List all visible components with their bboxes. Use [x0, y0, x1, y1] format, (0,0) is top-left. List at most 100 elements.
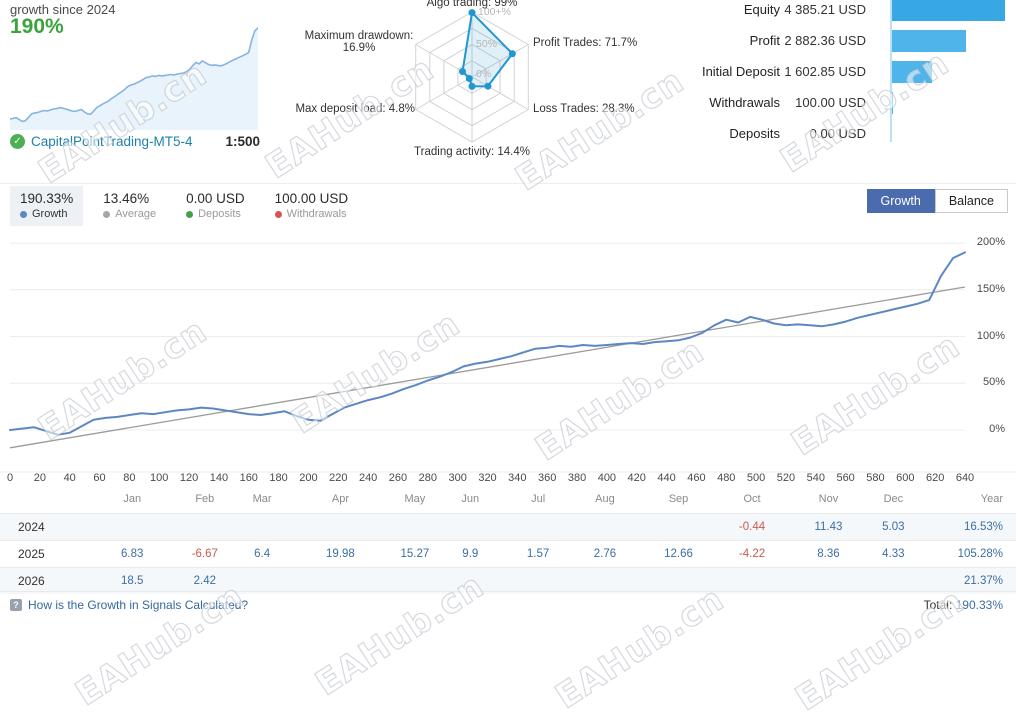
total-growth: Total: 190.33% — [924, 598, 1003, 612]
account-stat-bar-track — [890, 60, 1016, 83]
y-axis-label: 0% — [989, 423, 1005, 435]
help-link-text: How is the Growth in Signals Calculated? — [28, 598, 249, 612]
radar-label-loss-trades: Loss Trades: 28.3% — [533, 103, 635, 115]
account-stat-value: 100.00 USD — [795, 95, 866, 110]
summary-stat-label-text: Growth — [32, 208, 68, 220]
signal-radar-chart: Algo trading: 99% Profit Trades: 71.7% L… — [295, 0, 642, 170]
month-label: Jan — [123, 493, 142, 505]
table-cell: 4.33 — [882, 548, 905, 560]
balance-tab-button[interactable]: Balance — [934, 189, 1008, 213]
account-stat-label: Equity — [743, 2, 780, 17]
table-cell: -6.67 — [191, 548, 218, 560]
x-axis-tick: 400 — [597, 472, 617, 484]
monthly-growth-table: 2024 -0.44 11.43 5.03 16.53% 2025 6.83 -6.67 6.4… — [0, 513, 1016, 594]
radar-svg — [415, 9, 529, 143]
account-stat-label: Initial Deposit — [701, 64, 780, 79]
account-stat-row: Withdrawals 100.00 USD — [700, 87, 1016, 118]
summary-stat-deposits[interactable]: 0.00 USD Deposits — [176, 186, 255, 226]
x-axis-tick: 520 — [776, 472, 796, 484]
x-axis-tick: 600 — [896, 472, 915, 484]
x-axis-tick: 180 — [269, 472, 288, 484]
growth-percent-value: 190% — [10, 15, 64, 38]
x-axis-tick: 420 — [627, 472, 646, 484]
month-label: Apr — [331, 493, 349, 505]
account-stat-bar-track — [890, 0, 1016, 21]
x-axis-tick: 40 — [63, 472, 76, 484]
x-axis-tick: 540 — [806, 472, 825, 484]
account-stat-label: Withdrawals — [709, 95, 780, 110]
radar-ring-label-50: 50% — [476, 38, 498, 50]
x-axis-tick: 460 — [687, 472, 706, 484]
table-cell: 9.9 — [462, 548, 479, 560]
radar-ring-label-100: 100+% — [478, 6, 511, 18]
x-axis-tick: 640 — [955, 472, 975, 484]
account-stat-bar-track — [890, 91, 1016, 114]
signal-header: ✓ CapitalPointTrading-MT5-4 1:500 — [10, 134, 260, 149]
account-stat-label: Deposits — [729, 126, 780, 141]
table-cell: 6.4 — [254, 548, 271, 560]
table-cell: 19.98 — [326, 548, 355, 560]
table-row-2025: 2025 6.83 -6.67 6.4 19.98 15.27 9.9 1.57 2.76 12.… — [0, 540, 1016, 567]
account-stat-row: Equity 4 385.21 USD — [700, 0, 1016, 25]
month-label: Aug — [595, 493, 615, 505]
x-axis-tick: 20 — [33, 472, 46, 484]
y-axis-label: 100% — [976, 329, 1005, 342]
x-axis-tick: 0 — [6, 472, 14, 484]
verified-check-icon: ✓ — [10, 134, 25, 149]
growth-since-caption: growth since 2024 — [10, 2, 116, 17]
total-value: 190.33% — [955, 598, 1003, 612]
year-column-label: Year — [980, 493, 1003, 505]
month-label: Jul — [531, 493, 546, 505]
x-axis-tick: 220 — [329, 472, 348, 484]
x-axis-tick: 260 — [388, 472, 408, 484]
account-stats-panel: Equity 4 385.21 USD Profit 2 882.36 USD Init… — [700, 0, 1016, 149]
summary-stats-row: 190.33% Growth 13.46% Average 0.00 USD Deposi… — [10, 186, 358, 226]
account-stat-value: 0.00 USD — [809, 126, 866, 141]
table-year-label: 2024 — [18, 520, 45, 534]
table-cell: 2.76 — [593, 548, 617, 560]
x-axis-tick: 360 — [538, 472, 557, 484]
summary-stat-average[interactable]: 13.46% Average — [93, 186, 166, 226]
stat-dot-icon — [186, 210, 194, 218]
x-axis-tick: 380 — [567, 472, 587, 484]
stat-dot-icon — [274, 210, 282, 218]
summary-stat-label-text: Average — [115, 208, 157, 220]
table-cell: 2.42 — [193, 575, 217, 587]
table-year-total: 21.37% — [963, 575, 1003, 587]
table-cell: 6.83 — [121, 548, 144, 560]
signal-name-link[interactable]: CapitalPointTrading-MT5-4 — [31, 134, 193, 149]
radar-label-trading-activity: Trading activity: 14.4% — [414, 146, 530, 158]
help-question-icon: ? — [10, 599, 22, 611]
x-axis-tick: 500 — [746, 472, 766, 484]
summary-stat-growth[interactable]: 190.33% Growth — [10, 186, 84, 226]
growth-help-link[interactable]: ? How is the Growth in Signals Calculate… — [10, 598, 248, 612]
summary-stat-withdrawals[interactable]: 100.00 USD Withdrawals — [265, 186, 359, 226]
table-cell: 8.36 — [817, 548, 840, 560]
x-axis-tick: 60 — [93, 472, 106, 484]
month-label: Mar — [252, 493, 272, 505]
summary-stat-value: 0.00 USD — [186, 191, 245, 206]
table-row-2026: 2026 18.5 2.42 21.37% — [0, 567, 1016, 594]
table-cell: 5.03 — [882, 521, 905, 533]
summary-stat-label: Growth — [20, 208, 73, 220]
summary-stat-label-text: Deposits — [198, 208, 241, 220]
radar-ring-label-0: 0% — [476, 68, 492, 80]
x-axis-tick: 440 — [657, 472, 676, 484]
x-axis-tick: 580 — [866, 472, 885, 484]
growth-sparkline-chart — [10, 27, 258, 130]
account-stat-bar — [890, 29, 966, 52]
account-stat-row: Profit 2 882.36 USD — [700, 25, 1016, 56]
account-stat-value: 1 602.85 USD — [784, 64, 866, 79]
x-axis-tick: 80 — [123, 472, 136, 484]
account-stat-bar — [890, 60, 933, 83]
radar-label-profit-trades: Profit Trades: 71.7% — [533, 37, 638, 49]
x-axis-tick: 560 — [836, 472, 855, 484]
growth-tab-button[interactable]: Growth — [866, 189, 935, 213]
radar-label-maximum-drawdown: Maximum drawdown: 16.9% — [304, 30, 414, 54]
table-cell: -4.22 — [738, 548, 766, 560]
x-axis-tick: 320 — [478, 472, 497, 484]
radar-label-max-deposit-load: Max deposit load: 4.8% — [295, 103, 415, 115]
table-year-total: 16.53% — [963, 521, 1003, 533]
stat-dot-icon — [103, 210, 111, 218]
summary-stat-label: Deposits — [186, 208, 245, 220]
